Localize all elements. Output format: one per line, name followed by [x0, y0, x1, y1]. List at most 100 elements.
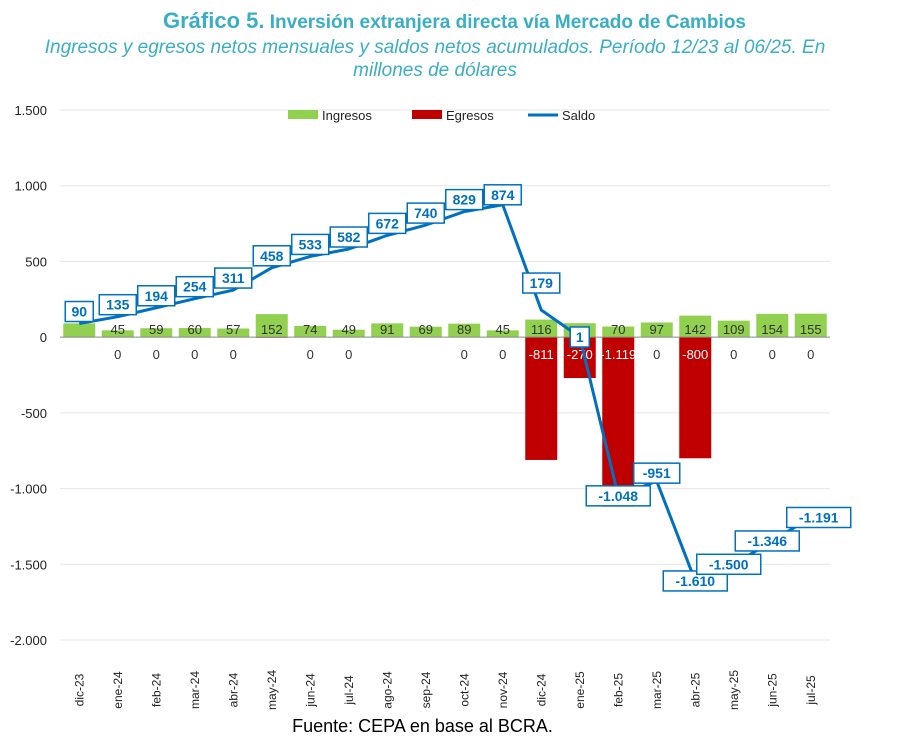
saldo-data-label: 829 [453, 192, 477, 208]
saldo-label-box [137, 285, 176, 307]
saldo-data-label: 179 [530, 275, 554, 291]
saldo-label-box [569, 326, 590, 348]
ingresos-data-label: 152 [261, 322, 283, 337]
saldo-label-box [522, 272, 561, 294]
saldo-label-box [406, 202, 445, 224]
ingresos-data-label: 74 [303, 322, 317, 337]
ingresos-bar [486, 330, 519, 338]
ingresos-bar [409, 326, 442, 338]
egresos-data-label: -270 [567, 347, 593, 362]
egresos-data-label: 0 [307, 347, 314, 362]
y-tick-label: -2.000 [10, 633, 47, 648]
egresos-data-label: 0 [769, 347, 776, 362]
saldo-label-box [696, 553, 762, 576]
chart-title: Gráfico 5. Inversión extranjera directa … [0, 8, 909, 34]
egresos-data-label: -1.119 [600, 347, 636, 362]
egresos-data-label: -800 [682, 347, 708, 362]
x-tick-label: oct-24 [457, 673, 471, 707]
x-tick-label: mar-24 [188, 671, 202, 709]
saldo-label-box [445, 188, 484, 211]
saldo-data-label: -1.500 [709, 556, 749, 572]
ingresos-data-label: 154 [761, 322, 783, 337]
x-tick-label: feb-25 [611, 673, 625, 707]
ingresos-data-label: 70 [611, 322, 625, 337]
x-tick-label: jul-25 [804, 675, 818, 706]
source-note: Fuente: CEPA en base al BCRA. [292, 716, 553, 736]
x-tick-label: jul-24 [342, 675, 356, 706]
legend-swatch-egresos [412, 110, 442, 119]
y-tick-label: 1.000 [14, 179, 47, 194]
ingresos-data-label: 69 [419, 322, 433, 337]
egresos-data-label: 0 [114, 347, 121, 362]
saldo-data-label: -1.346 [747, 533, 787, 549]
saldo-data-label: 1 [576, 329, 584, 345]
ingresos-bar [101, 330, 134, 338]
ingresos-bar [602, 326, 635, 338]
saldo-data-label: -1.048 [598, 488, 638, 504]
y-tick-label: -500 [21, 406, 47, 421]
egresos-data-label: 0 [153, 347, 160, 362]
egresos-data-label: -1 [73, 347, 85, 362]
ingresos-bar [294, 325, 327, 338]
x-tick-label: may-24 [265, 670, 279, 710]
x-tick-label: ago-24 [380, 671, 394, 709]
saldo-label-box [175, 275, 214, 298]
saldo-data-label: 740 [414, 205, 438, 221]
x-tick-label: feb-24 [149, 673, 163, 707]
ingresos-data-label: 91 [380, 322, 394, 337]
egresos-data-label: -1 [420, 347, 432, 362]
legend-label-ingresos: Ingresos [322, 108, 372, 123]
saldo-label-box [291, 233, 330, 256]
egresos-data-label: 0 [653, 347, 660, 362]
saldo-data-label: 194 [145, 288, 169, 304]
x-tick-label: ene-25 [573, 671, 587, 709]
ingresos-data-label: 89 [457, 322, 471, 337]
ingresos-bar [140, 328, 173, 338]
saldo-data-label: -1.191 [799, 509, 839, 525]
saldo-label-box [734, 530, 800, 552]
y-tick-label: 500 [25, 254, 47, 269]
saldo-data-label: 874 [491, 187, 515, 203]
saldo-data-label: 90 [71, 304, 87, 320]
egresos-data-label: -811 [529, 347, 554, 362]
chart-subtitle: Ingresos y egresos netos mensuales y sal… [44, 37, 826, 81]
x-tick-label: dic-23 [72, 673, 86, 706]
ingresos-bar [255, 314, 288, 338]
ingresos-bar [332, 329, 365, 338]
saldo-label-box [662, 570, 728, 592]
egresos-data-label: 0 [191, 347, 198, 362]
egresos-data-label: 0 [461, 347, 468, 362]
ingresos-bar [63, 323, 96, 338]
ingresos-data-label: 60 [188, 322, 202, 337]
egresos-bar [602, 337, 635, 507]
egresos-data-label: -1 [381, 347, 393, 362]
egresos-data-label: 0 [345, 347, 352, 362]
saldo-label-box [786, 506, 852, 529]
saldo-data-label: 135 [106, 297, 130, 313]
saldo-data-label: 458 [260, 248, 284, 264]
x-tick-label: jun-25 [765, 673, 779, 708]
y-tick-label: 1.500 [14, 103, 47, 118]
ingresos-data-label: 142 [684, 322, 706, 337]
saldo-label-box [633, 462, 681, 484]
title-main: Inversión extranjera directa vía Mercado… [269, 12, 746, 33]
saldo-label-box [64, 300, 94, 323]
ingresos-bar [756, 313, 789, 338]
egresos-data-label: 0 [230, 347, 237, 362]
ingresos-data-label: 155 [800, 322, 822, 337]
ingresos-bar [679, 315, 712, 338]
saldo-label-box [585, 485, 651, 507]
y-tick-label: -1.500 [10, 557, 47, 572]
ingresos-bar [217, 328, 250, 338]
ingresos-bar [525, 319, 558, 338]
x-tick-label: nov-24 [496, 671, 510, 708]
ingresos-bar [717, 320, 750, 338]
ingresos-data-label: 109 [723, 322, 745, 337]
ingresos-bar [371, 323, 404, 338]
ingresos-data-label: 49 [342, 322, 356, 337]
ingresos-data-label: 116 [531, 322, 552, 337]
saldo-data-label: 311 [222, 270, 245, 286]
saldo-data-label: -1.610 [675, 573, 715, 589]
egresos-data-label: 0 [499, 347, 506, 362]
x-tick-label: abr-24 [226, 672, 240, 707]
